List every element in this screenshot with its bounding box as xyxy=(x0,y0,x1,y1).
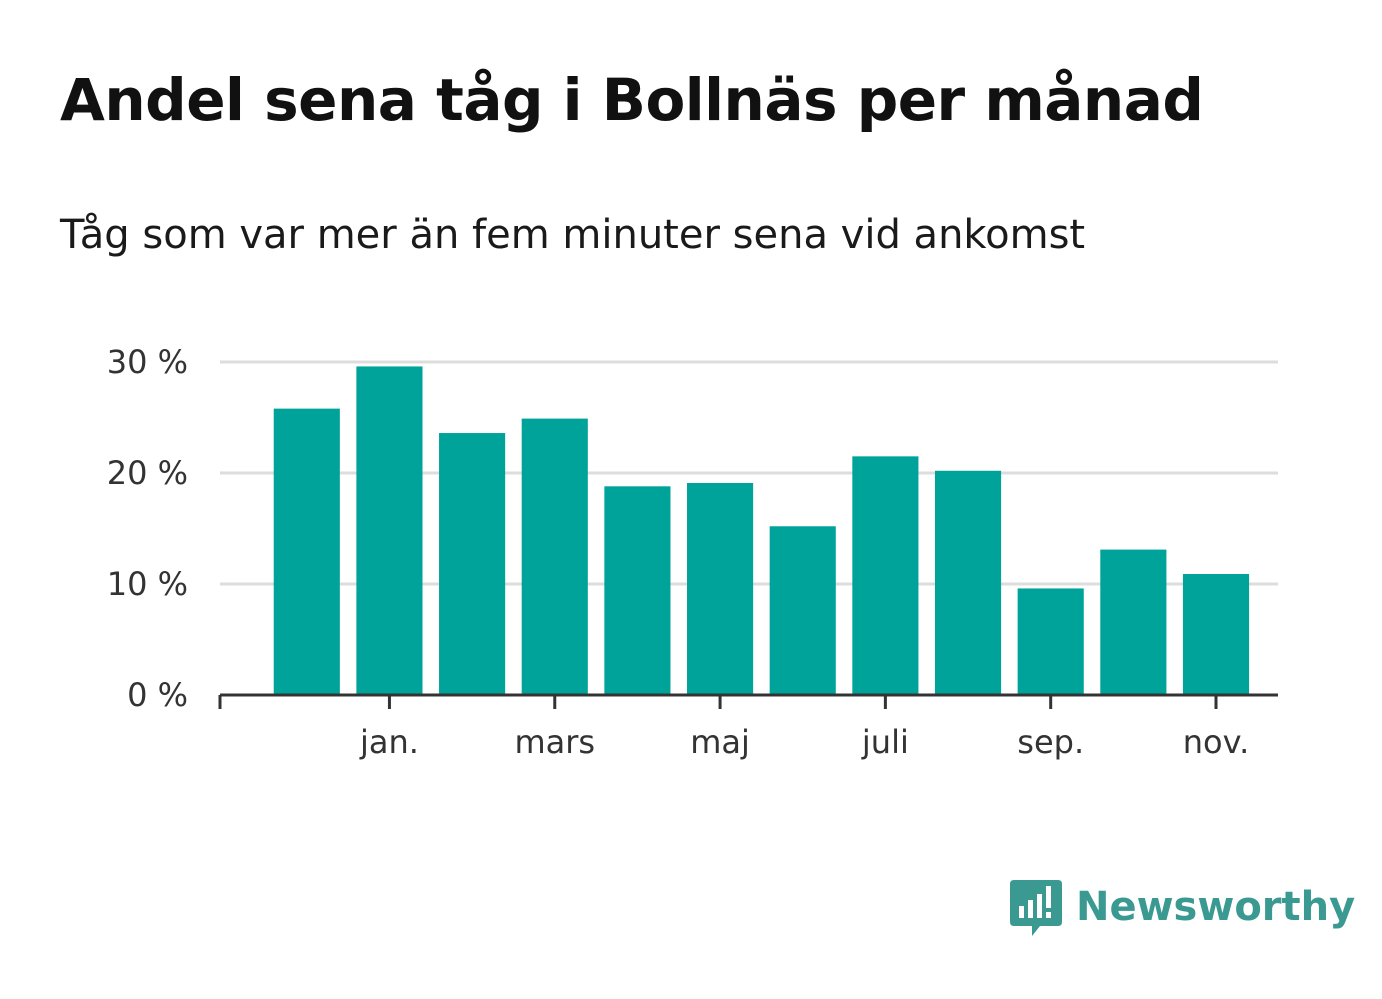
chart-title: Andel sena tåg i Bollnäs per månad xyxy=(60,66,1204,134)
bars xyxy=(273,366,1250,695)
bar-mars xyxy=(521,418,588,695)
bar-apr xyxy=(604,486,671,695)
bar-nov xyxy=(1182,574,1250,695)
x-tick-label: jan. xyxy=(359,723,419,761)
chart-subtitle: Tåg som var mer än fem minuter sena vid … xyxy=(60,212,1086,258)
x-tick-label: nov. xyxy=(1183,723,1249,761)
x-tick-label: juli xyxy=(861,723,909,761)
bar-aug xyxy=(934,470,1002,695)
x-tick-label: mars xyxy=(514,723,595,761)
brand-name: Newsworthy xyxy=(1076,884,1356,930)
newsworthy-logo-icon xyxy=(1010,880,1062,936)
y-tick-label: 10 % xyxy=(107,565,188,603)
x-tick-label: sep. xyxy=(1017,723,1084,761)
bar-dec xyxy=(273,408,340,695)
bar-juli xyxy=(852,456,919,695)
y-tick-label: 20 % xyxy=(107,454,188,492)
x-axis-labels: jan. mars maj juli sep. nov. xyxy=(359,723,1249,761)
bar-sep xyxy=(1017,588,1084,695)
bar-maj xyxy=(687,482,754,695)
y-axis-labels: 0 % 10 % 20 % 30 % xyxy=(107,343,188,714)
brand-logo: Newsworthy xyxy=(1008,876,1355,938)
bar-feb xyxy=(439,433,506,695)
y-tick-label: 0 % xyxy=(127,676,188,714)
y-tick-label: 30 % xyxy=(107,343,188,381)
x-axis xyxy=(218,693,1278,709)
bar-okt xyxy=(1100,549,1167,695)
bar-jan xyxy=(356,366,423,695)
bar-juni xyxy=(769,526,836,695)
x-tick-label: maj xyxy=(690,723,750,761)
